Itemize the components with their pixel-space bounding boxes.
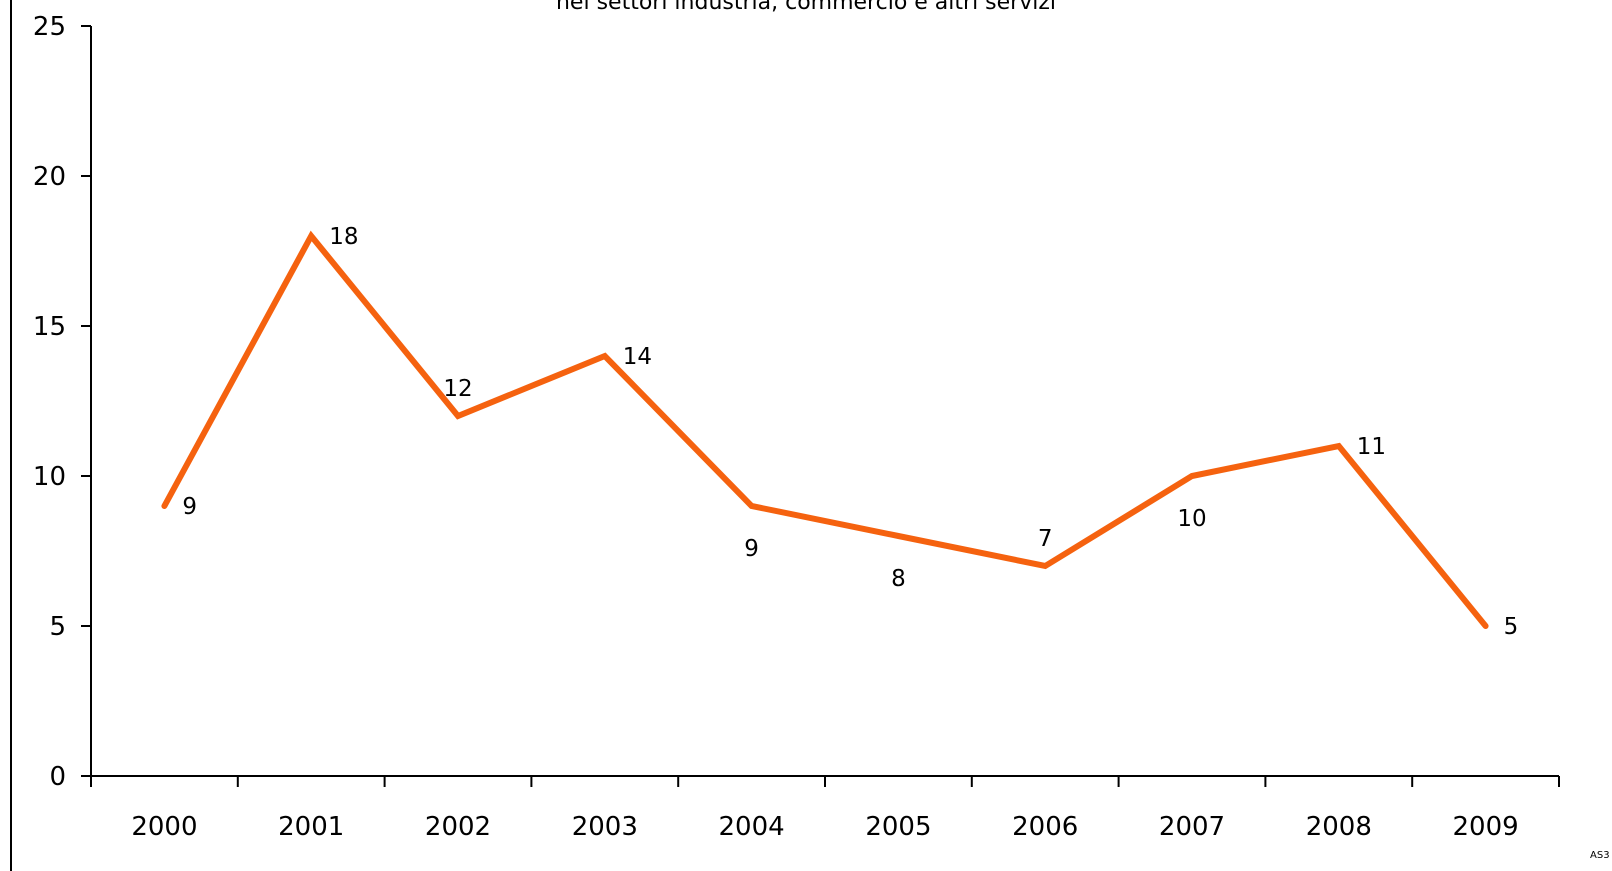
y-tick-label: 15: [33, 312, 66, 342]
x-tick-label: 2002: [425, 812, 491, 842]
data-label: 12: [443, 376, 472, 402]
y-tick-label: 25: [33, 12, 66, 42]
source-code-label: AS3: [1590, 850, 1610, 861]
x-tick-label: 2009: [1453, 812, 1519, 842]
chart-subtitle: nei settori industria, commercio e altri…: [555, 0, 1057, 15]
y-tick-label: 10: [33, 462, 66, 492]
x-tick-label: 2006: [1012, 812, 1078, 842]
y-axis: 0 5 10 15 20 25: [33, 12, 92, 792]
x-tick-label: 2001: [278, 812, 344, 842]
data-labels: 9 18 12 14 9 8 7 10 11 5: [182, 224, 1518, 640]
data-label: 11: [1357, 434, 1386, 460]
data-label: 14: [623, 344, 652, 370]
data-label: 7: [1038, 526, 1053, 552]
series-line-group: [161, 230, 1489, 629]
data-label: 9: [744, 536, 759, 562]
y-tick-label: 20: [33, 162, 66, 192]
y-tick-label: 5: [49, 612, 66, 642]
x-axis: 2000 2001 2002 2003 2004 2005 2006 2007 2008 2009: [90, 775, 1560, 842]
x-tick-label: 2005: [865, 812, 931, 842]
x-tick-label: 2007: [1159, 812, 1225, 842]
data-label: 9: [182, 494, 197, 520]
data-label: 8: [891, 566, 906, 592]
x-tick-label: 2003: [572, 812, 638, 842]
x-tick-label: 2008: [1306, 812, 1372, 842]
data-label: 10: [1177, 506, 1206, 532]
data-label: 18: [329, 224, 358, 250]
x-tick-label: 2000: [131, 812, 197, 842]
x-tick-label: 2004: [719, 812, 785, 842]
data-label: 5: [1504, 614, 1519, 640]
y-tick-label: 0: [49, 762, 66, 792]
series-line: [161, 230, 1489, 629]
